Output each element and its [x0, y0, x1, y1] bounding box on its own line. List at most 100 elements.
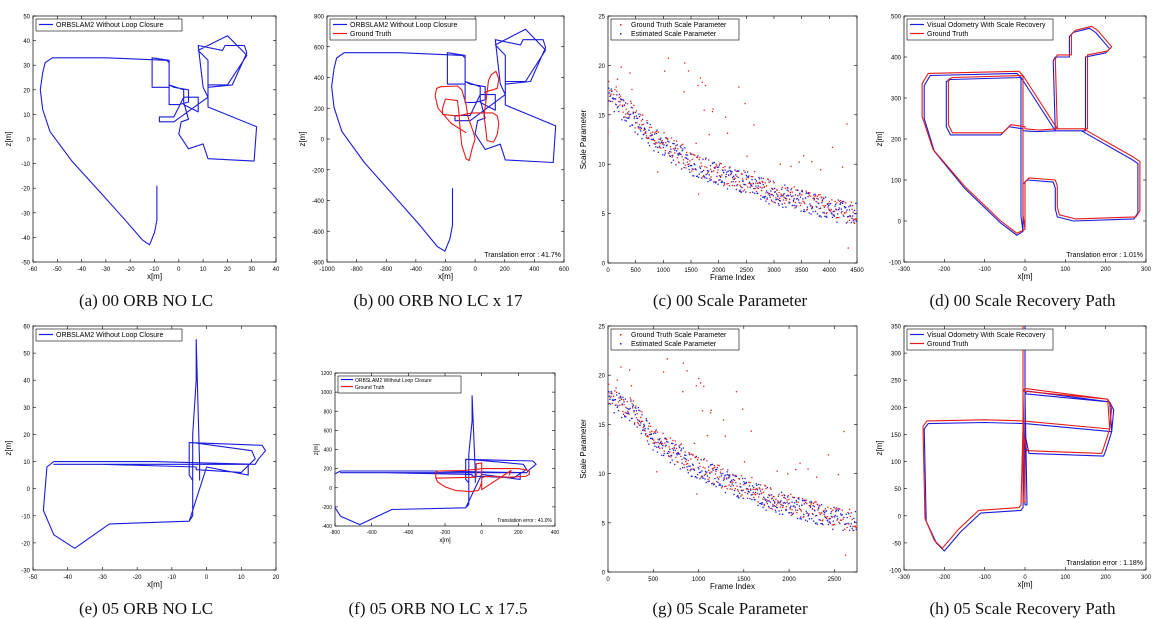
- scatter-point-ground-truth: [762, 177, 765, 180]
- scatter-point-ground-truth: [609, 396, 612, 399]
- scatter-point-ground-truth: [768, 192, 771, 195]
- scatter-point-ground-truth: [659, 447, 661, 450]
- y-tick-label: -800: [312, 261, 325, 267]
- scatter-point-ground-truth: [620, 66, 622, 68]
- scatter-point-estimated: [738, 497, 740, 499]
- scatter-point-ground-truth: [617, 12, 618, 13]
- chart-d: -300 -200 -100 0 100 200 300-10001002003004005…: [875, 15, 1152, 282]
- scatter-point-estimated: [796, 198, 798, 200]
- scatter-point-estimated: [783, 494, 786, 497]
- x-axis-label: Frame Index: [710, 273, 755, 282]
- scatter-point-estimated: [696, 477, 698, 479]
- scatter-point-ground-truth: [792, 195, 794, 197]
- scatter-point-ground-truth: [756, 492, 759, 495]
- scatter-point-ground-truth: [675, 456, 677, 458]
- x-tick-label: 500: [648, 577, 659, 583]
- y-tick-label: 10: [23, 113, 30, 119]
- scatter-point-ground-truth: [811, 206, 814, 208]
- scatter-point-estimated: [663, 144, 665, 146]
- scatter-point-ground-truth: [846, 123, 848, 125]
- scatter-point-ground-truth: [617, 401, 620, 403]
- scatter-point-estimated: [721, 485, 723, 487]
- x-tick-label: -200: [439, 267, 452, 273]
- scatter-point-estimated: [724, 491, 726, 494]
- legend-label: Ground Truth Scale Parameter: [631, 22, 727, 29]
- scatter-point-estimated: [689, 165, 692, 167]
- scatter-point-ground-truth: [658, 146, 661, 148]
- scatter-point-estimated: [699, 478, 701, 480]
- scatter-point-estimated: [683, 454, 686, 456]
- scatter-point-ground-truth: [770, 187, 773, 190]
- scatter-point-estimated: [757, 504, 759, 507]
- scatter-point-ground-truth: [798, 161, 800, 163]
- scatter-point-estimated: [752, 191, 754, 193]
- scatter-point-ground-truth: [688, 452, 690, 454]
- scatter-point-estimated: [695, 475, 697, 478]
- scatter-point-ground-truth: [698, 462, 701, 465]
- scatter-point-estimated: [822, 211, 824, 214]
- scatter-point-estimated: [685, 154, 687, 156]
- scatter-point-estimated: [667, 450, 670, 453]
- scatter-point-estimated: [625, 412, 628, 414]
- scatter-point-ground-truth: [745, 184, 747, 186]
- scatter-point-ground-truth: [652, 131, 654, 133]
- scatter-point-ground-truth: [619, 404, 621, 406]
- scatter-point-ground-truth: [620, 366, 622, 368]
- scatter-point-estimated: [749, 497, 751, 500]
- scatter-point-estimated: [729, 481, 731, 483]
- scatter-point-estimated: [725, 478, 728, 480]
- scatter-point-estimated: [694, 164, 696, 166]
- scatter-point-estimated: [848, 209, 851, 211]
- scatter-point-ground-truth: [618, 397, 620, 399]
- scatter-point-estimated: [742, 497, 744, 499]
- scatter-point-estimated: [641, 137, 643, 140]
- scatter-point-estimated: [655, 429, 657, 431]
- x-tick-label: -200: [440, 530, 450, 536]
- scatter-point-estimated: [794, 506, 796, 508]
- scatter-point-estimated: [807, 192, 810, 194]
- scatter-point-ground-truth: [719, 176, 722, 178]
- scatter-point-ground-truth: [650, 132, 652, 134]
- scatter-point-estimated: [832, 211, 834, 213]
- scatter-point-ground-truth: [632, 400, 635, 402]
- scatter-point-ground-truth: [788, 201, 790, 203]
- scatter-point-ground-truth: [772, 503, 774, 505]
- scatter-point-ground-truth: [813, 199, 815, 201]
- scatter-point-ground-truth: [844, 554, 847, 556]
- scatter-point-estimated: [775, 511, 777, 513]
- scatter-point-ground-truth: [764, 484, 766, 487]
- scatter-point-estimated: [787, 503, 789, 505]
- scatter-point-ground-truth: [777, 199, 780, 201]
- scatter-point-ground-truth: [704, 467, 706, 469]
- scatter-point-estimated: [662, 146, 665, 149]
- scatter-point-estimated: [841, 514, 843, 516]
- scatter-point-ground-truth: [633, 115, 636, 118]
- scatter-point-ground-truth: [830, 508, 832, 510]
- scatter-point-estimated: [654, 445, 656, 447]
- scatter-point-ground-truth: [846, 221, 849, 223]
- scatter-point-estimated: [691, 463, 694, 465]
- scatter-point-ground-truth: [723, 185, 725, 187]
- scatter-point-estimated: [800, 210, 802, 212]
- scatter-point-estimated: [625, 416, 627, 418]
- x-tick-label: 0: [473, 267, 477, 273]
- y-tick-label: 400: [891, 56, 902, 62]
- scatter-point-estimated: [746, 171, 749, 173]
- scatter-point-ground-truth: [783, 196, 785, 199]
- scatter-point-ground-truth: [706, 166, 708, 169]
- scatter-point-estimated: [658, 141, 660, 143]
- scatter-point-estimated: [670, 148, 672, 150]
- scatter-point-ground-truth: [827, 506, 829, 508]
- scatter-point-estimated: [787, 496, 789, 498]
- scatter-point-ground-truth: [698, 377, 700, 380]
- scatter-point-estimated: [757, 185, 759, 187]
- scatter-point-ground-truth: [760, 194, 762, 197]
- scatter-point-estimated: [793, 198, 795, 200]
- scatter-point-ground-truth: [608, 433, 609, 435]
- scatter-point-ground-truth: [743, 484, 745, 486]
- scatter-point-estimated: [646, 440, 649, 442]
- scatter-point-estimated: [752, 183, 754, 185]
- scatter-point-ground-truth: [608, 383, 610, 385]
- y-tick-label: -200: [322, 505, 332, 511]
- scatter-point-estimated: [809, 203, 811, 205]
